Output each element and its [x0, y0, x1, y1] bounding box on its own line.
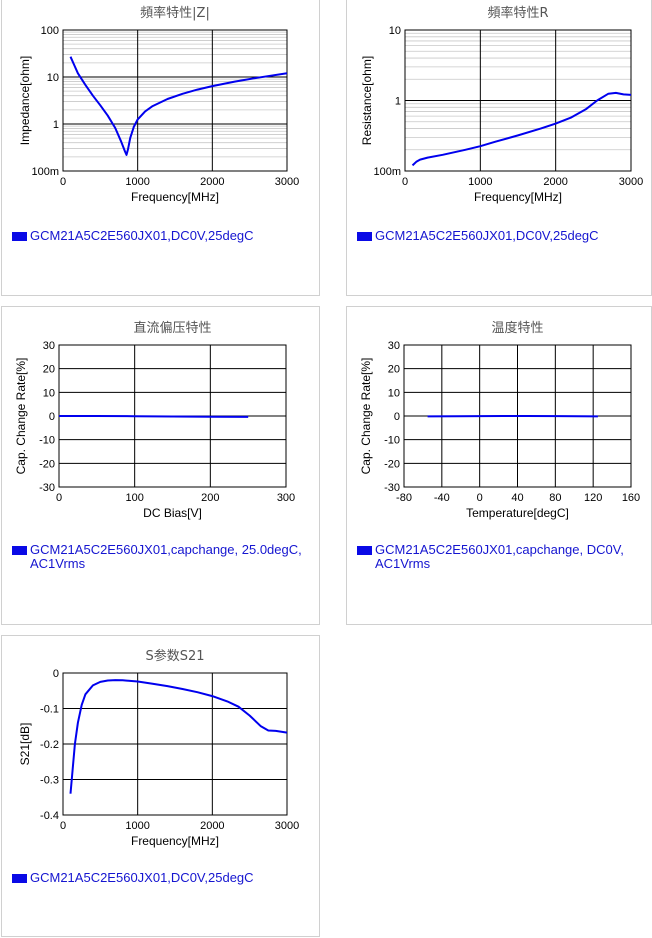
y-axis-label: Cap. Change Rate[%]	[359, 358, 373, 475]
chart-panel-resistance: 100m 1 10 0 1000 2000 3000 頻率特性R Frequency[MHz] R…	[346, 0, 652, 296]
chart-s21-svg: -0.4 -0.3 -0.2 -0.1 0 0 1000 2000 3000 S参数S21 Freq…	[2, 636, 321, 938]
y-tick-label: -0.3	[40, 775, 59, 787]
y-tick-label: -0.4	[40, 810, 59, 822]
y-tick-label: 1	[395, 96, 401, 108]
y-tick-label: 10	[389, 25, 401, 37]
chart-title: 頻率特性R	[487, 5, 548, 21]
chart-title: 直流偏压特性	[133, 321, 211, 336]
x-tick-label: 120	[584, 492, 602, 504]
y-tick-label: -10	[384, 435, 400, 447]
y-tick-label: 10	[43, 387, 55, 399]
legend-label: GCM21A5C2E560JX01,capchange, 25.0degC, A…	[30, 543, 312, 571]
x-tick-label: 80	[549, 492, 561, 504]
y-axis-label: Impedance[ohm]	[18, 56, 32, 145]
x-tick-label: -40	[434, 492, 450, 504]
chart-resistance-svg: 100m 1 10 0 1000 2000 3000 頻率特性R Frequency[MHz] R…	[347, 0, 652, 297]
legend-label: GCM21A5C2E560JX01,DC0V,25degC	[30, 229, 254, 243]
y-tick-label: 20	[388, 364, 400, 376]
x-tick-label: 100	[125, 492, 143, 504]
x-axis-label: DC Bias[V]	[143, 506, 202, 520]
x-tick-label: 3000	[275, 176, 299, 188]
x-tick-label: 1000	[125, 820, 149, 832]
chart-title: S参数S21	[145, 648, 204, 664]
y-tick-label: 20	[43, 364, 55, 376]
x-axis-label: Frequency[MHz]	[131, 190, 219, 204]
y-tick-label: 10	[388, 387, 400, 399]
legend-s21: GCM21A5C2E560JX01,DC0V,25degC	[12, 871, 312, 885]
chart-title: 温度特性	[491, 320, 543, 336]
x-tick-label: 0	[60, 820, 66, 832]
x-tick-label: 1000	[468, 176, 492, 188]
y-tick-label: 0	[49, 411, 55, 423]
y-tick-label: -0.1	[40, 704, 59, 716]
x-tick-label: 40	[511, 492, 523, 504]
y-tick-label: 100	[41, 25, 59, 37]
x-axis-label: Temperature[degC]	[466, 506, 569, 520]
y-tick-label: 30	[388, 340, 400, 352]
x-tick-label: 2000	[200, 820, 224, 832]
legend-resistance: GCM21A5C2E560JX01,DC0V,25degC	[357, 229, 647, 243]
x-tick-label: 1000	[125, 176, 149, 188]
y-tick-label: 0	[394, 411, 400, 423]
y-tick-label: 10	[47, 72, 59, 84]
y-axis-label: S21[dB]	[18, 723, 32, 766]
x-tick-label: 2000	[543, 176, 567, 188]
y-tick-label: 0	[53, 668, 59, 680]
y-axis-label: Cap. Change Rate[%]	[14, 358, 28, 475]
x-tick-label: 300	[277, 492, 295, 504]
x-tick-label: 160	[622, 492, 640, 504]
x-tick-label: 3000	[619, 176, 643, 188]
y-tick-label: -20	[384, 458, 400, 470]
legend-swatch	[357, 232, 372, 241]
series-line	[59, 416, 248, 417]
x-tick-label: -80	[396, 492, 412, 504]
legend-label: GCM21A5C2E560JX01,DC0V,25degC	[30, 871, 254, 885]
series-line	[71, 680, 288, 794]
y-tick-label: -10	[39, 435, 55, 447]
x-tick-label: 0	[402, 176, 408, 188]
legend-label: GCM21A5C2E560JX01,DC0V,25degC	[375, 229, 599, 243]
y-tick-label: -0.2	[40, 739, 59, 751]
legend-dc-bias: GCM21A5C2E560JX01,capchange, 25.0degC, A…	[12, 543, 312, 571]
legend-swatch	[12, 232, 27, 241]
x-tick-label: 2000	[200, 176, 224, 188]
y-tick-label: 1	[53, 119, 59, 131]
x-tick-label: 0	[56, 492, 62, 504]
x-axis-label: Frequency[MHz]	[474, 190, 562, 204]
legend-swatch	[12, 874, 27, 883]
y-tick-label: -20	[39, 458, 55, 470]
chart-panel-s21: -0.4 -0.3 -0.2 -0.1 0 0 1000 2000 3000 S参数S21 Freq…	[1, 635, 320, 937]
x-tick-label: 0	[60, 176, 66, 188]
y-axis-label: Resistance[ohm]	[360, 56, 374, 145]
legend-swatch	[357, 546, 372, 555]
x-axis-label: Frequency[MHz]	[131, 834, 219, 848]
y-tick-label: 100m	[31, 166, 59, 178]
y-tick-label: -30	[39, 482, 55, 494]
series-line	[71, 57, 288, 155]
y-tick-label: 30	[43, 340, 55, 352]
x-tick-label: 0	[477, 492, 483, 504]
x-tick-label: 200	[201, 492, 219, 504]
chart-title: 頻率特性|Z|	[140, 5, 210, 21]
legend-label: GCM21A5C2E560JX01,capchange, DC0V, AC1Vr…	[375, 543, 647, 571]
legend-swatch	[12, 546, 27, 555]
legend-impedance: GCM21A5C2E560JX01,DC0V,25degC	[12, 229, 312, 243]
x-tick-label: 3000	[275, 820, 299, 832]
legend-temperature: GCM21A5C2E560JX01,capchange, DC0V, AC1Vr…	[357, 543, 647, 571]
y-tick-label: 100m	[373, 166, 401, 178]
